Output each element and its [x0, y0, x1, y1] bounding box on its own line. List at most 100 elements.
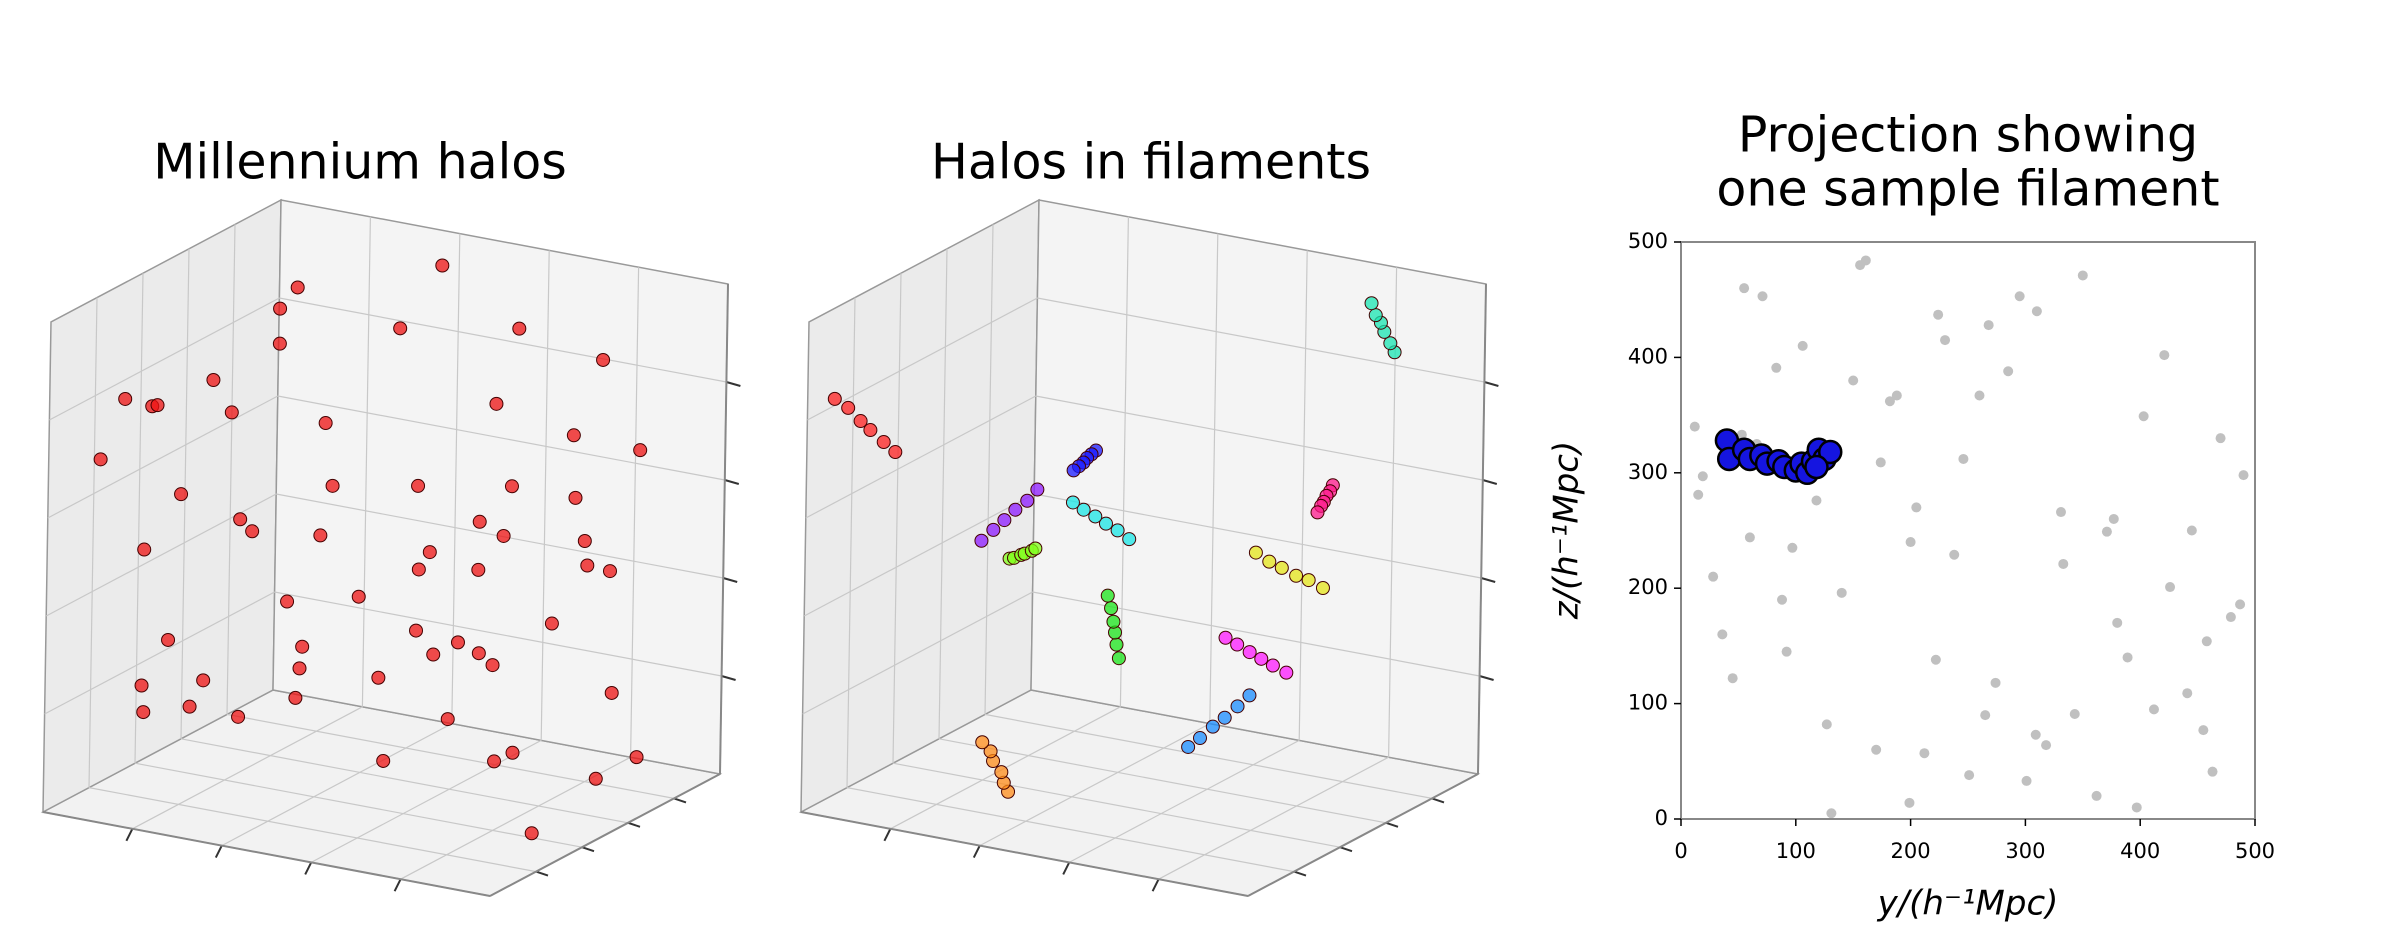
halo-point — [629, 750, 644, 765]
halo-point — [2031, 306, 2042, 317]
halo-point — [1217, 710, 1232, 725]
tick-mark — [1482, 479, 1498, 485]
halo-point — [1248, 545, 1263, 560]
halo-point — [588, 771, 603, 786]
grid-line — [49, 297, 280, 421]
grid-line — [979, 723, 1211, 847]
halo-point — [313, 528, 328, 543]
halo-point — [1727, 673, 1738, 684]
halo-point — [1100, 588, 1115, 603]
halo-point — [1368, 308, 1383, 323]
halo-point — [1689, 421, 1700, 432]
halo-point — [1744, 532, 1755, 543]
halo-point — [1193, 731, 1207, 746]
halo-point — [485, 658, 500, 673]
halo-point — [280, 594, 295, 609]
halo-point — [393, 321, 408, 336]
tick-mark — [1385, 821, 1399, 828]
halo-point — [1218, 630, 1233, 645]
tick-mark — [724, 479, 740, 485]
y-tick-label: 100 — [1628, 691, 1668, 715]
halo-point — [975, 735, 990, 750]
halo-point — [580, 558, 595, 573]
halo-point — [1088, 509, 1103, 524]
halo-point — [876, 435, 891, 450]
halo-point — [1383, 336, 1398, 351]
halo-point — [566, 428, 581, 443]
y-tick-label: 500 — [1628, 229, 1668, 253]
halo-point — [2014, 291, 2025, 302]
halo-point — [1122, 532, 1137, 547]
grid-line — [630, 267, 640, 758]
halo-point — [1964, 770, 1975, 781]
grid-line — [47, 395, 279, 519]
halo-point — [1106, 614, 1121, 629]
halo-point — [1797, 340, 1808, 351]
tick-mark — [1062, 861, 1071, 875]
halo-point — [1781, 646, 1792, 657]
halo-point — [411, 562, 426, 577]
halo-point — [489, 396, 504, 411]
halo-point — [1242, 645, 1257, 660]
x-tick-label: 500 — [2235, 839, 2275, 863]
halo-point — [1110, 523, 1125, 538]
grid-line — [1119, 216, 1129, 707]
grid-line — [803, 493, 1035, 617]
chart-title: Halos in filaments — [931, 134, 1371, 191]
x-tick-label: 300 — [2005, 839, 2045, 863]
plot-frame — [1680, 241, 2256, 820]
halo-point — [2041, 740, 2052, 751]
halo-point — [2225, 612, 2236, 623]
halo-point — [272, 336, 287, 351]
grid-line — [310, 739, 542, 863]
halo-point — [1983, 320, 1994, 331]
halo-point — [2131, 802, 2142, 813]
y-tick-label: 300 — [1628, 460, 1668, 484]
halo-point — [2021, 775, 2032, 786]
grid-line — [180, 738, 629, 824]
halo-point — [471, 646, 486, 661]
halo-point — [1826, 808, 1837, 819]
grid-line — [274, 591, 722, 677]
grid-line — [846, 297, 856, 788]
pane-wall — [1030, 199, 1487, 775]
halo-point — [512, 321, 527, 336]
halo-point — [544, 616, 559, 631]
halo-point — [524, 826, 539, 841]
tick-mark — [535, 870, 549, 877]
halo-point — [504, 479, 519, 494]
halo-point — [351, 589, 366, 604]
halo-point — [604, 685, 619, 700]
halo-point — [1020, 493, 1035, 508]
halo-point — [2069, 708, 2080, 719]
halo-point — [2112, 617, 2123, 628]
halo-point — [224, 405, 239, 420]
tick-mark — [627, 821, 641, 828]
halo-point — [161, 632, 176, 647]
halo-point — [1697, 471, 1708, 482]
grid-line — [984, 224, 994, 715]
halo-point — [1771, 362, 1782, 373]
axis-line — [42, 811, 491, 897]
filament-point — [1817, 439, 1843, 465]
halo-point — [1940, 335, 1951, 346]
halo-point — [2077, 270, 2088, 281]
halo-point — [1974, 390, 1985, 401]
halo-point — [983, 744, 998, 759]
halo-point — [288, 690, 303, 705]
tick-mark — [1479, 675, 1494, 681]
filament-point — [1804, 454, 1829, 480]
halo-point — [196, 673, 211, 688]
halo-point — [1279, 665, 1294, 680]
tick-mark — [972, 845, 981, 859]
halo-point — [1821, 719, 1832, 730]
tick-mark — [1339, 846, 1353, 853]
tick-mark — [393, 878, 402, 892]
halo-point — [1310, 505, 1325, 520]
halo-point — [435, 258, 450, 273]
pane-wall — [272, 199, 729, 775]
halo-point — [150, 398, 165, 413]
grid-line — [1298, 250, 1308, 741]
halo-point — [1274, 560, 1289, 575]
